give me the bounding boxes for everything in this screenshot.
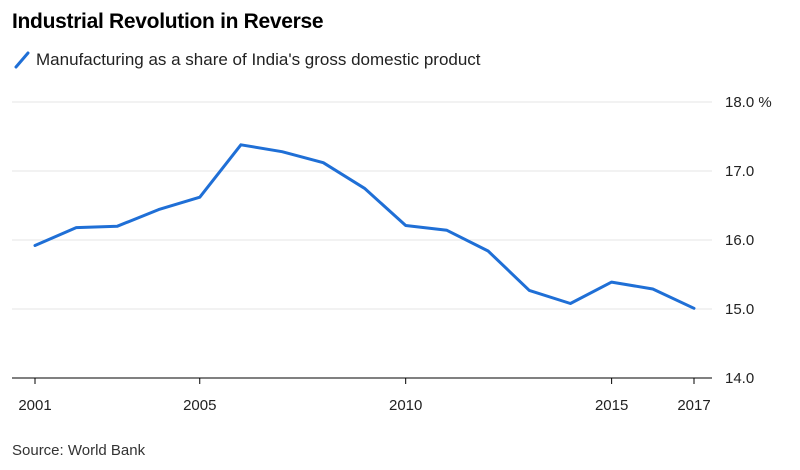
legend-line-icon	[14, 51, 30, 69]
y-tick-label: 18.0 %	[725, 94, 772, 111]
source-note: Source: World Bank	[12, 442, 146, 459]
y-tick-label: 17.0	[725, 163, 754, 180]
x-tick-label: 2005	[183, 397, 216, 414]
y-tick-label: 15.0	[725, 301, 754, 318]
chart-title: Industrial Revolution in Reverse	[12, 10, 324, 33]
x-tick-label: 2010	[389, 397, 422, 414]
y-tick-label: 14.0	[725, 370, 754, 387]
x-tick-label: 2017	[677, 397, 710, 414]
x-tick-label: 2001	[18, 397, 51, 414]
y-tick-label: 16.0	[725, 232, 754, 249]
legend: Manufacturing as a share of India's gros…	[12, 50, 481, 70]
series-line	[33, 143, 696, 310]
x-tick-label: 2015	[595, 397, 628, 414]
legend-label: Manufacturing as a share of India's gros…	[36, 50, 481, 69]
